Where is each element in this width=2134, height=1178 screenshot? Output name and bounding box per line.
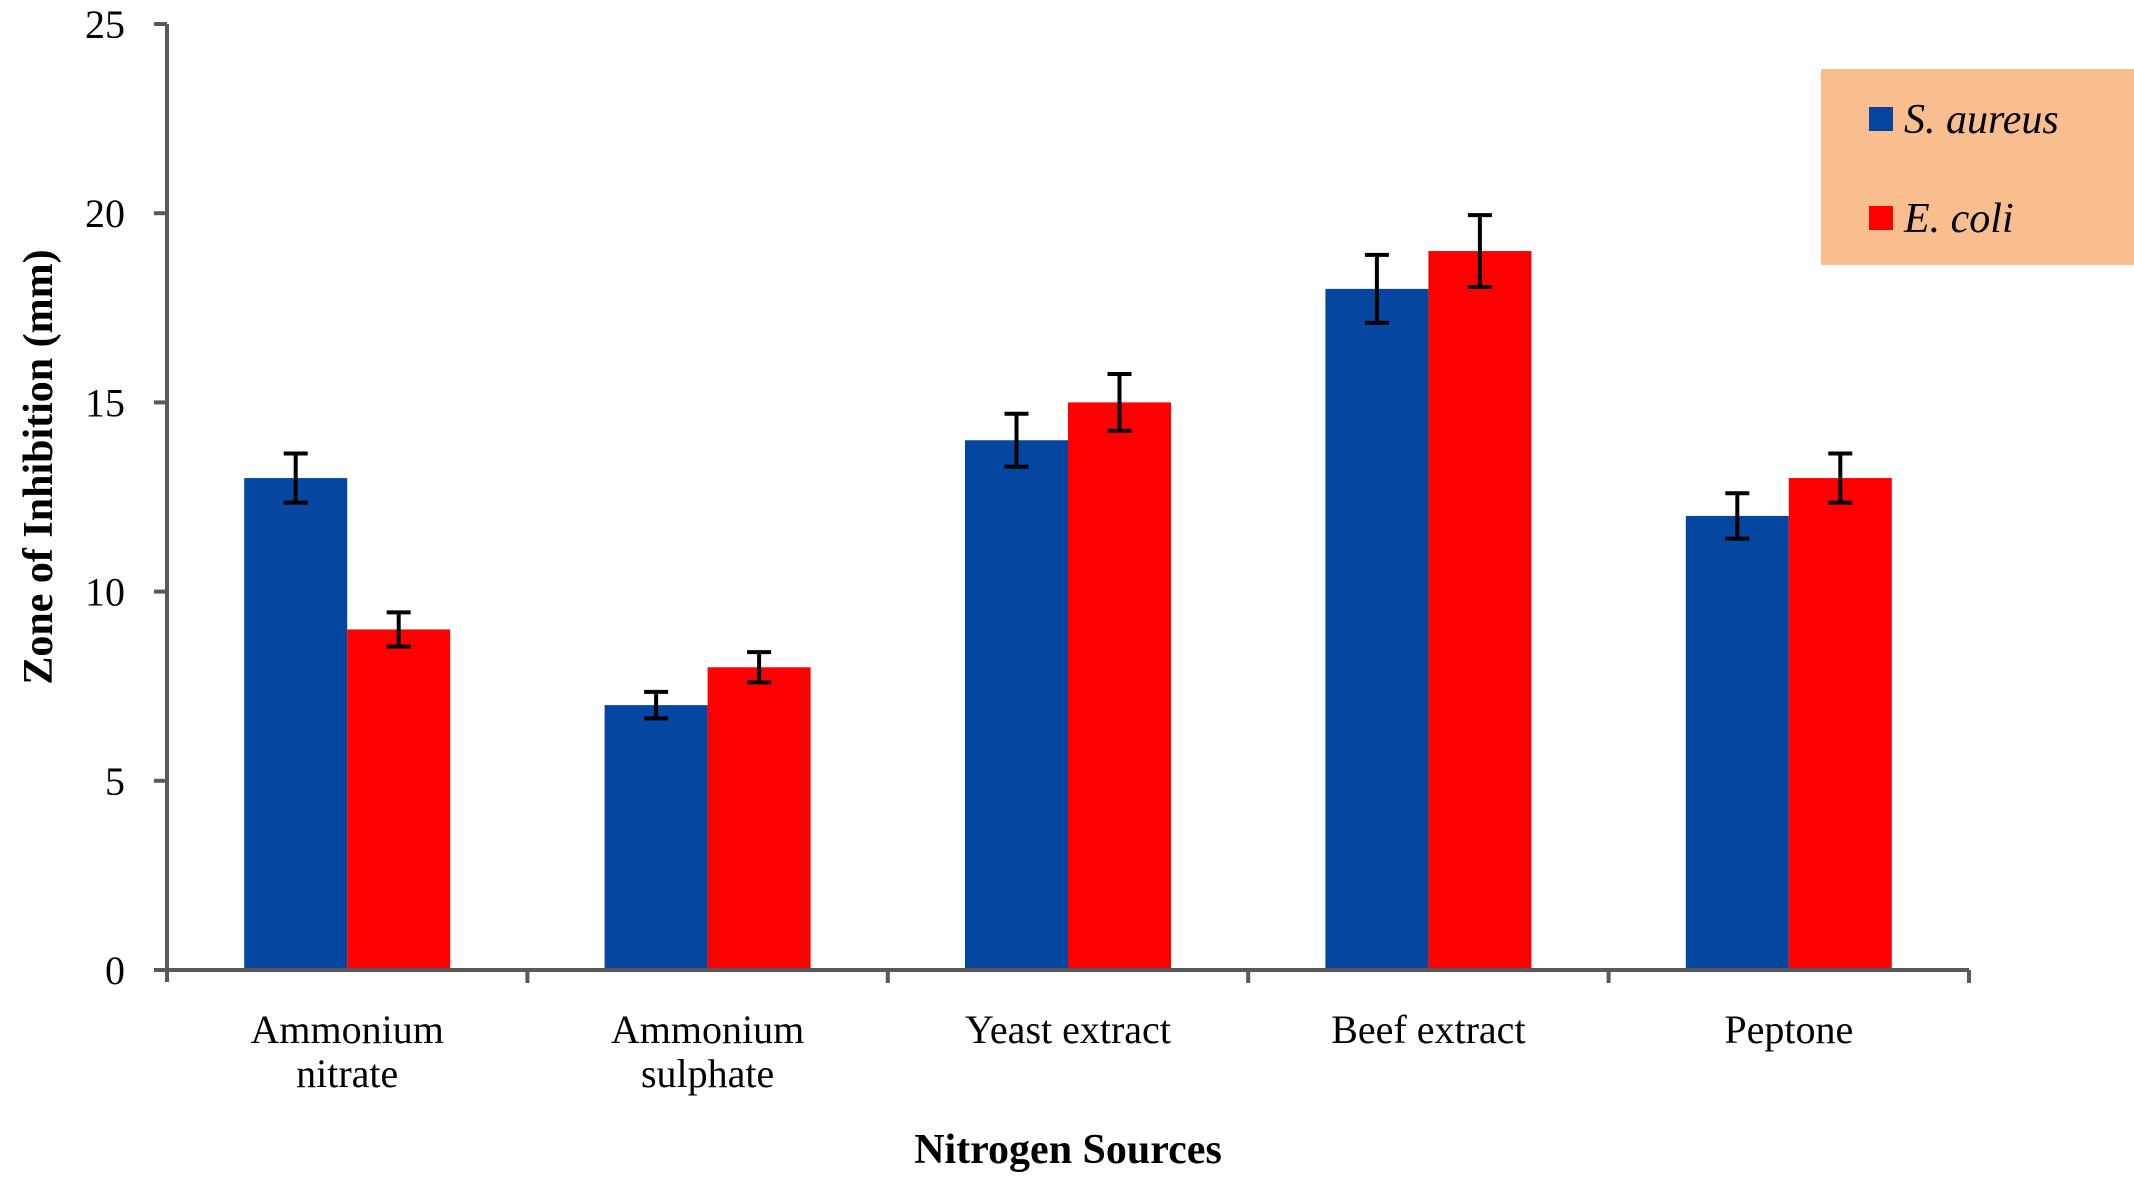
- bar-s-aureus-peptone: [1685, 515, 1789, 970]
- x-tick-label-line: Ammonium: [251, 1007, 444, 1052]
- legend: S. aureus E. coli: [1821, 69, 2134, 265]
- error-bars-layer: [283, 213, 1853, 721]
- y-tick-label-20: 20: [85, 191, 125, 236]
- error-bar-s-aureus-yeast-extract: [1004, 411, 1029, 469]
- error-bar-e-coli-ammonium-sulphate: [747, 650, 772, 685]
- y-axis-title: Zone of Inhibition (mm): [16, 249, 62, 684]
- y-tick-labels: 0 5 10 15 20 25: [85, 2, 125, 993]
- bar-e-coli-yeast-extract: [1068, 402, 1171, 970]
- error-bar-e-coli-peptone: [1828, 451, 1853, 505]
- x-tick-label-peptone: Peptone: [1724, 1007, 1853, 1052]
- axes-layer: [154, 22, 1971, 983]
- error-bar-e-coli-yeast-extract: [1107, 372, 1132, 433]
- x-tick-label-line: Ammonium: [611, 1007, 804, 1052]
- y-tick-label-10: 10: [85, 570, 125, 615]
- error-bar-s-aureus-peptone: [1725, 491, 1750, 541]
- y-tick-label-15: 15: [85, 380, 125, 425]
- legend-swatch-e-coli: [1869, 206, 1893, 230]
- x-tick-label-ammonium-sulphate: Ammonium sulphate: [611, 1007, 804, 1096]
- legend-label-e-coli: E. coli: [1903, 196, 2014, 242]
- y-tick-label-25: 25: [85, 2, 125, 47]
- bar-e-coli-ammonium-nitrate: [347, 629, 451, 970]
- y-tick-label-5: 5: [105, 759, 125, 804]
- bar-s-aureus-ammonium-sulphate: [604, 705, 708, 970]
- legend-swatch-s-aureus: [1869, 107, 1893, 131]
- bar-e-coli-beef-extract: [1428, 251, 1532, 971]
- x-tick-label-line: Yeast extract: [965, 1007, 1171, 1052]
- bar-s-aureus-ammonium-nitrate: [244, 478, 348, 970]
- x-tick-label-line: nitrate: [296, 1051, 398, 1096]
- y-tick-label-0: 0: [105, 948, 125, 993]
- error-bar-s-aureus-beef-extract: [1364, 252, 1389, 325]
- bars-layer: [244, 251, 1892, 971]
- x-tick-label-beef-extract: Beef extract: [1331, 1007, 1525, 1052]
- x-axis-title: Nitrogen Sources: [914, 1127, 1222, 1173]
- legend-label-s-aureus: S. aureus: [1904, 97, 2059, 143]
- error-bar-s-aureus-ammonium-sulphate: [644, 689, 669, 721]
- x-tick-label-line: Beef extract: [1331, 1007, 1525, 1052]
- error-bar-e-coli-beef-extract: [1467, 213, 1492, 289]
- bar-e-coli-peptone: [1788, 478, 1892, 970]
- error-bar-s-aureus-ammonium-nitrate: [283, 451, 308, 505]
- bar-s-aureus-beef-extract: [1325, 288, 1429, 970]
- bar-s-aureus-yeast-extract: [965, 440, 1068, 970]
- x-tick-label-yeast-extract: Yeast extract: [965, 1007, 1171, 1052]
- legend-background: [1821, 69, 2134, 265]
- x-tick-label-ammonium-nitrate: Ammonium nitrate: [251, 1007, 444, 1096]
- error-bar-e-coli-ammonium-nitrate: [386, 610, 411, 649]
- x-tick-label-line: Peptone: [1724, 1007, 1853, 1052]
- x-tick-label-line: sulphate: [641, 1051, 774, 1096]
- bar-e-coli-ammonium-sulphate: [707, 667, 811, 970]
